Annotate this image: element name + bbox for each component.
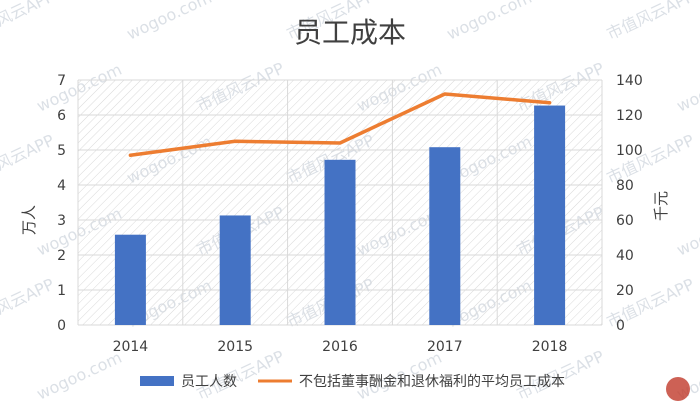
- bar-2015: [219, 215, 251, 325]
- y2-tick-label: 100: [616, 143, 643, 159]
- logo-badge: [666, 377, 690, 401]
- x-axis-ticks: 2014 2015 2016 2017 2018: [113, 339, 568, 355]
- y-axis-ticks: 0 1 2 3 4 5 6 7: [57, 73, 66, 334]
- watermark-text: wogoo.com: [444, 0, 535, 44]
- y-tick-label: 2: [57, 248, 66, 264]
- y-tick-label: 0: [57, 318, 66, 334]
- x-tick-label: 2018: [532, 339, 568, 355]
- chart-title: 员工成本: [294, 16, 406, 49]
- bar-2018: [534, 105, 566, 325]
- y2-tick-label: 140: [616, 73, 643, 89]
- bar-series: [114, 105, 566, 325]
- y-tick-label: 3: [57, 213, 66, 229]
- watermark-text: 市值风云APP: [604, 0, 698, 44]
- y-tick-label: 6: [57, 108, 66, 124]
- watermark-text: 市值风云APP: [0, 0, 57, 44]
- y2-tick-label: 60: [616, 213, 634, 229]
- y2-axis-label: 千元: [652, 191, 670, 221]
- legend-item-avg-cost: 不包括董事酬金和退休福利的平均员工成本: [299, 374, 565, 390]
- y-tick-label: 1: [57, 283, 66, 299]
- bar-2017: [429, 147, 461, 325]
- y2-tick-label: 80: [616, 178, 634, 194]
- watermark-text: 市值风云APP: [0, 130, 57, 187]
- y2-axis-ticks: 0 20 40 60 80 100 120 140: [616, 73, 643, 334]
- y-tick-label: 5: [57, 143, 66, 159]
- bar-2016: [324, 159, 356, 325]
- y2-tick-label: 20: [616, 283, 634, 299]
- y-axis-label: 万人: [20, 205, 38, 235]
- legend-swatch-bar: [140, 376, 174, 386]
- line-avg-cost: [128, 92, 552, 157]
- y2-tick-label: 120: [616, 108, 643, 124]
- x-tick-label: 2016: [322, 339, 358, 355]
- x-tick-label: 2014: [113, 339, 149, 355]
- y-tick-label: 7: [57, 73, 66, 89]
- watermark-text: wogoo.com: [674, 204, 700, 260]
- watermark-text: wogoo.com: [674, 60, 700, 116]
- line-series: [128, 92, 552, 157]
- x-tick-label: 2017: [427, 339, 463, 355]
- watermark-text: 市值风云APP: [0, 274, 57, 331]
- y2-tick-label: 0: [616, 318, 625, 334]
- watermark-text: wogoo.com: [34, 348, 125, 404]
- y2-tick-label: 40: [616, 248, 634, 264]
- watermark-text: wogoo.com: [124, 0, 215, 44]
- legend-item-staff-count: 员工人数: [181, 374, 237, 390]
- logo-circle-icon: [666, 377, 690, 401]
- bar-2014: [114, 234, 146, 325]
- x-tick-label: 2015: [217, 339, 253, 355]
- y-tick-label: 4: [57, 178, 66, 194]
- legend: 员工人数 不包括董事酬金和退休福利的平均员工成本: [140, 374, 565, 390]
